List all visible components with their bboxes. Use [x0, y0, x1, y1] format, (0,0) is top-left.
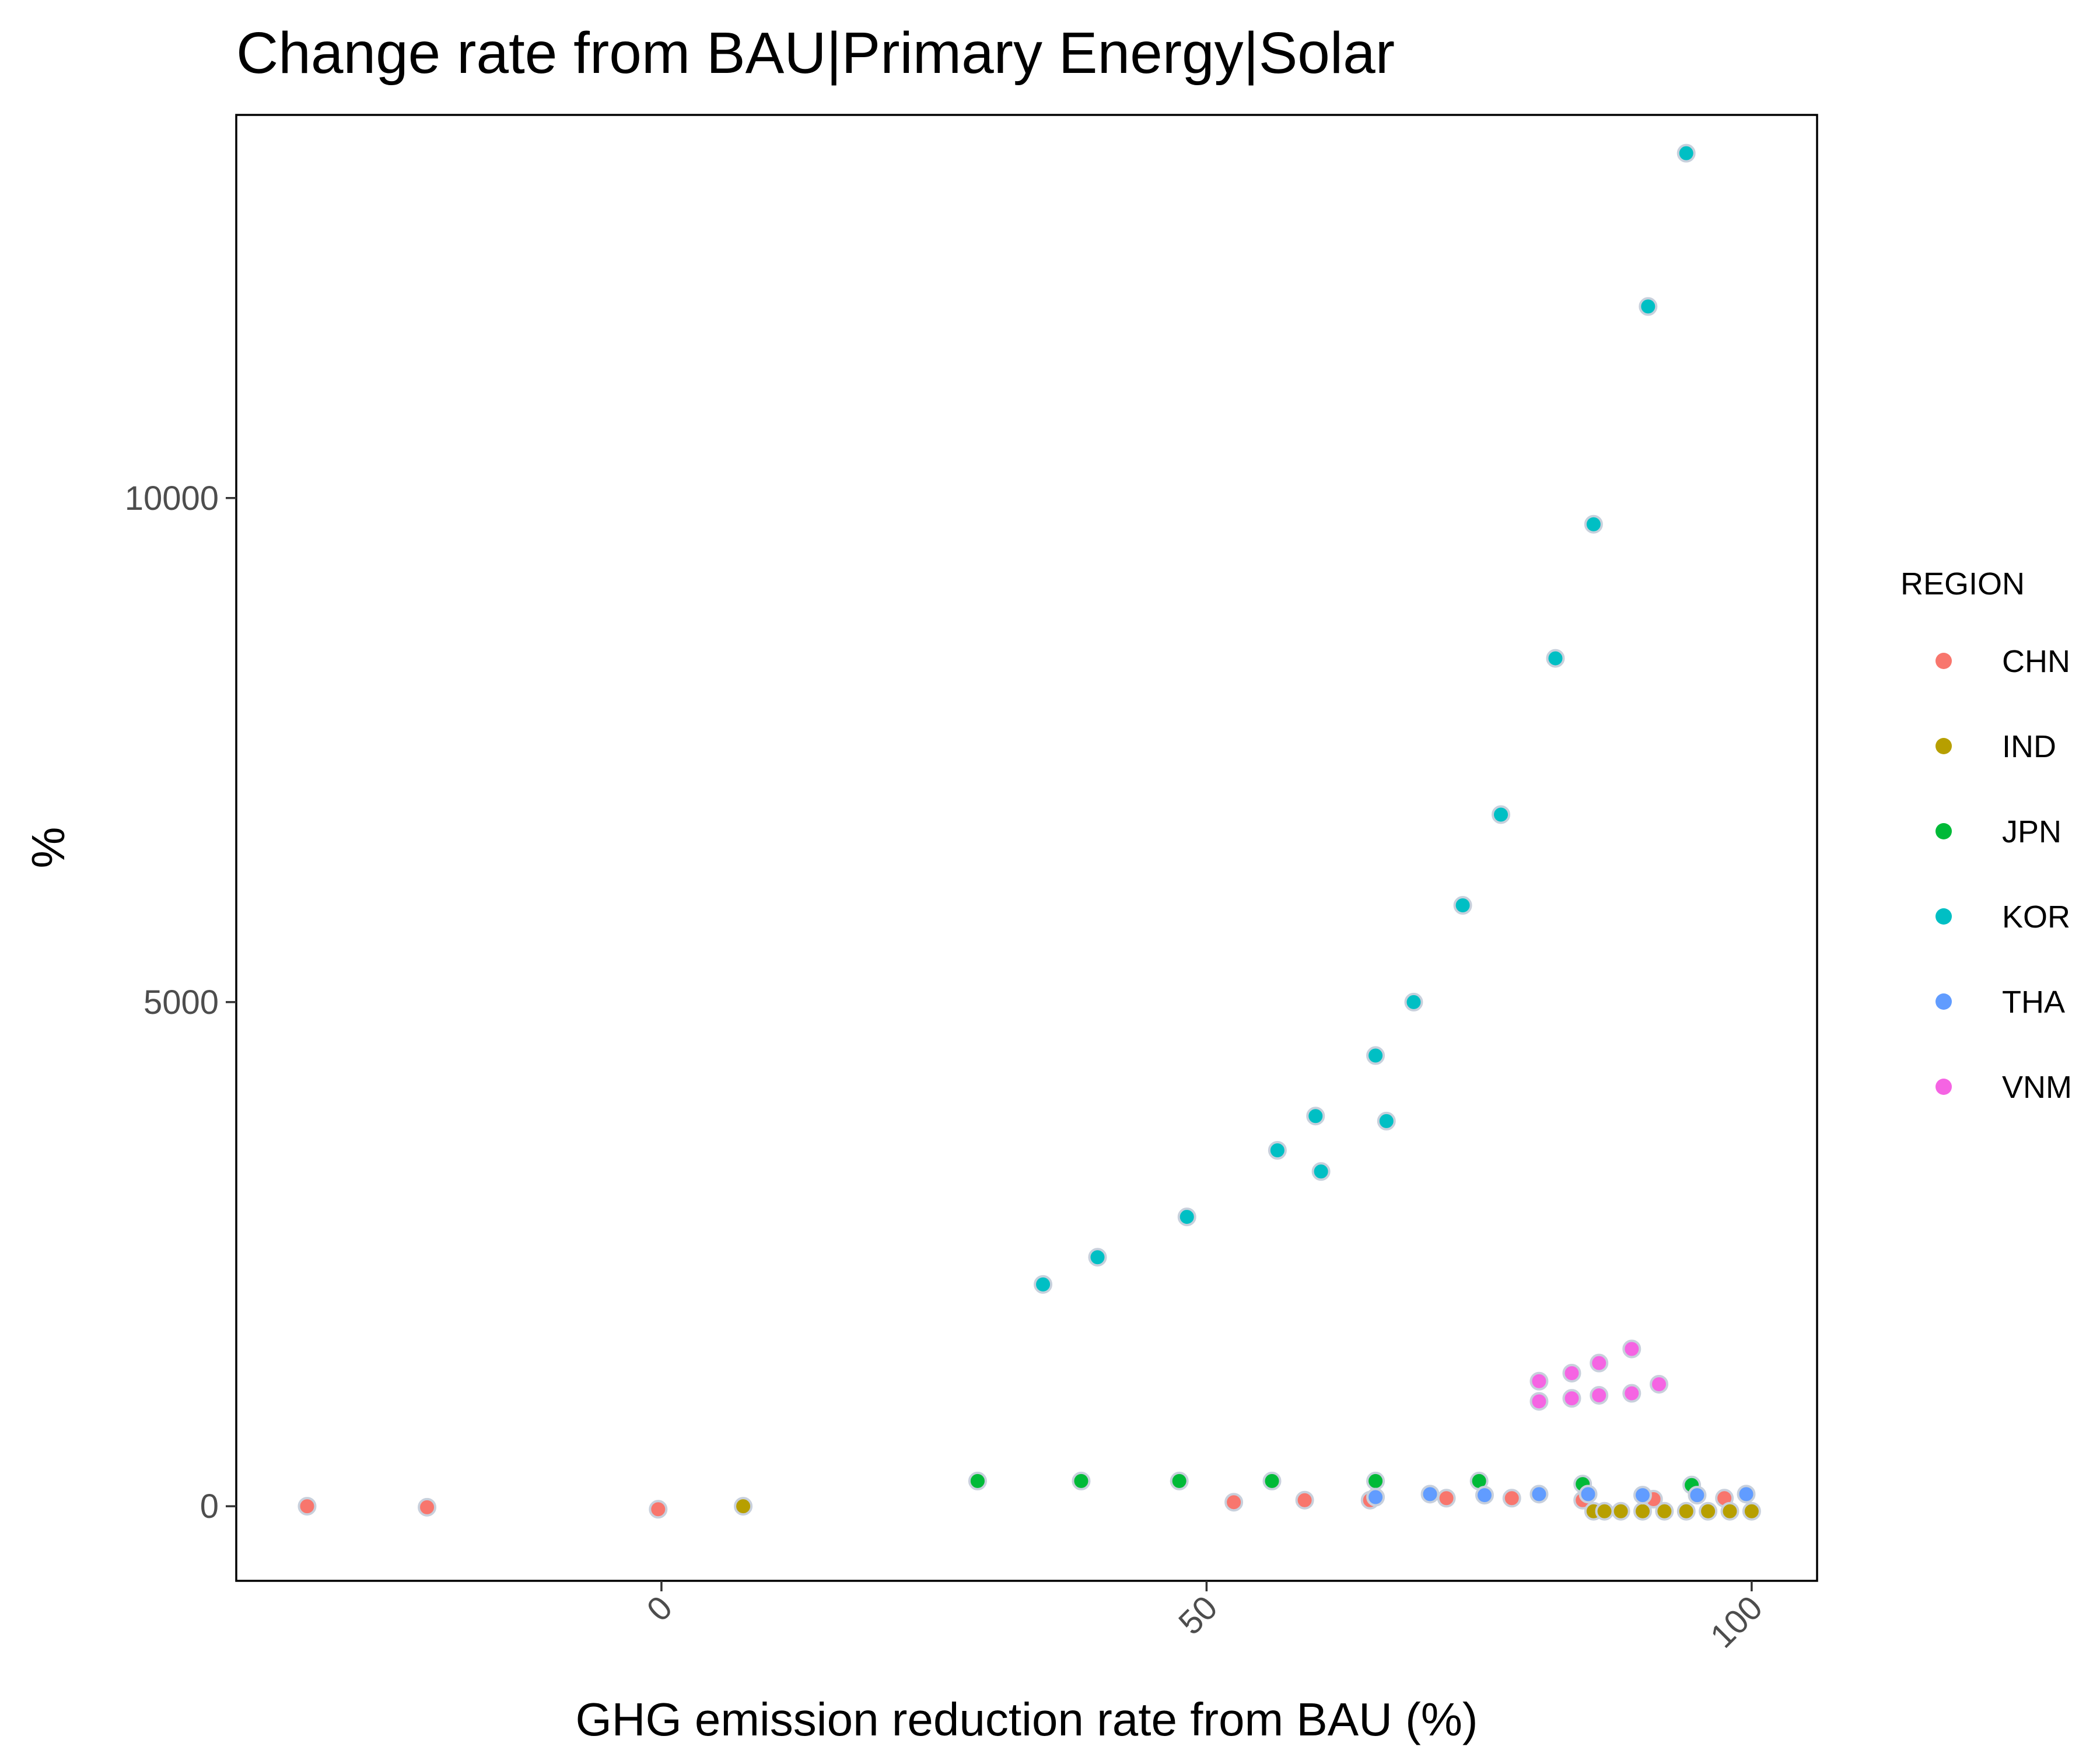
point-ind-6 — [1676, 1502, 1696, 1521]
point-tha-0 — [1366, 1488, 1385, 1507]
legend-label-tha: THA — [2002, 985, 2065, 1020]
y-axis-title: % — [22, 827, 74, 868]
legend-key-jpn — [1936, 823, 1952, 839]
legend-label-vnm: VNM — [2002, 1070, 2072, 1105]
point-kor-0 — [1034, 1275, 1053, 1294]
series-jpn — [968, 1471, 1702, 1494]
x-axis-title: GHG emission reduction rate from BAU (%) — [575, 1693, 1478, 1745]
x-tick-label-1: 50 — [1171, 1588, 1225, 1642]
point-chn-3 — [1224, 1493, 1244, 1512]
point-vnm-3 — [1562, 1363, 1581, 1382]
point-tha-3 — [1530, 1485, 1549, 1504]
point-vnm-0 — [1530, 1392, 1549, 1411]
point-tha-2 — [1475, 1486, 1494, 1505]
legend-key-ind — [1936, 738, 1952, 754]
point-kor-9 — [1453, 896, 1472, 915]
point-vnm-7 — [1622, 1339, 1642, 1359]
point-kor-13 — [1639, 297, 1658, 316]
y-tick-label-0: 0 — [200, 1488, 219, 1525]
point-vnm-8 — [1650, 1374, 1668, 1394]
point-ind-4 — [1633, 1502, 1652, 1521]
series-chn — [298, 1489, 1734, 1519]
point-vnm-6 — [1622, 1384, 1642, 1403]
point-tha-6 — [1688, 1486, 1707, 1505]
point-jpn-1 — [1072, 1471, 1091, 1490]
legend-label-jpn: JPN — [2002, 814, 2062, 849]
point-kor-4 — [1306, 1107, 1325, 1126]
point-vnm-2 — [1562, 1389, 1581, 1408]
legend-key-tha — [1936, 993, 1952, 1010]
point-kor-10 — [1492, 805, 1510, 824]
point-kor-6 — [1366, 1046, 1385, 1065]
y-tick-label-1: 5000 — [144, 984, 219, 1021]
point-kor-3 — [1268, 1141, 1287, 1160]
point-chn-7 — [1502, 1489, 1521, 1508]
series-ind — [734, 1497, 1761, 1521]
y-axis: 0 5000 10000 — [125, 480, 236, 1525]
point-ind-3 — [1611, 1502, 1630, 1521]
y-tick-label-2: 10000 — [125, 480, 219, 517]
point-kor-5 — [1311, 1162, 1331, 1181]
points-layer — [298, 144, 1761, 1521]
point-tha-1 — [1420, 1485, 1440, 1504]
point-chn-0 — [298, 1497, 317, 1516]
point-jpn-4 — [1366, 1471, 1385, 1490]
legend-key-kor — [1936, 908, 1952, 925]
point-vnm-4 — [1590, 1385, 1609, 1405]
legend-key-chn — [1936, 653, 1952, 669]
point-ind-7 — [1699, 1502, 1718, 1521]
x-tick-label-0: 0 — [639, 1588, 680, 1629]
point-ind-9 — [1742, 1502, 1761, 1521]
series-kor — [1034, 144, 1696, 1294]
point-vnm-1 — [1530, 1371, 1549, 1391]
legend-label-chn: CHN — [2002, 644, 2070, 679]
point-chn-2 — [649, 1500, 668, 1519]
x-axis: 0 50 100 — [639, 1581, 1770, 1656]
point-ind-5 — [1655, 1502, 1674, 1521]
legend-label-ind: IND — [2002, 729, 2056, 764]
series-vnm — [1530, 1339, 1668, 1411]
legend-key-vnm — [1936, 1079, 1952, 1095]
x-tick-label-2: 100 — [1703, 1588, 1770, 1655]
point-ind-8 — [1720, 1502, 1740, 1521]
point-ind-2 — [1595, 1502, 1614, 1521]
point-jpn-0 — [968, 1471, 987, 1490]
series-tha — [1366, 1485, 1756, 1507]
point-chn-4 — [1295, 1490, 1314, 1510]
point-kor-2 — [1177, 1208, 1196, 1227]
point-kor-8 — [1404, 992, 1423, 1012]
point-ind-0 — [734, 1497, 753, 1516]
point-chn-6 — [1437, 1489, 1456, 1508]
legend-label-kor: KOR — [2002, 900, 2070, 935]
point-kor-11 — [1546, 649, 1565, 668]
point-kor-7 — [1377, 1111, 1396, 1130]
point-kor-1 — [1088, 1248, 1107, 1267]
legend-title: REGION — [1901, 566, 2025, 601]
point-jpn-3 — [1262, 1471, 1282, 1490]
point-tha-7 — [1737, 1485, 1756, 1504]
plot-panel — [235, 114, 1818, 1582]
chart-title: Change rate from BAU|Primary Energy|Sola… — [236, 20, 1395, 86]
point-jpn-2 — [1170, 1471, 1189, 1490]
point-kor-14 — [1676, 144, 1696, 163]
point-chn-1 — [418, 1497, 437, 1517]
point-kor-12 — [1584, 514, 1603, 534]
point-vnm-5 — [1590, 1353, 1609, 1373]
point-tha-4 — [1578, 1485, 1598, 1504]
legend: REGION CHN IND JPN KOR THA VNM — [1901, 566, 2072, 1105]
point-tha-5 — [1633, 1486, 1652, 1505]
